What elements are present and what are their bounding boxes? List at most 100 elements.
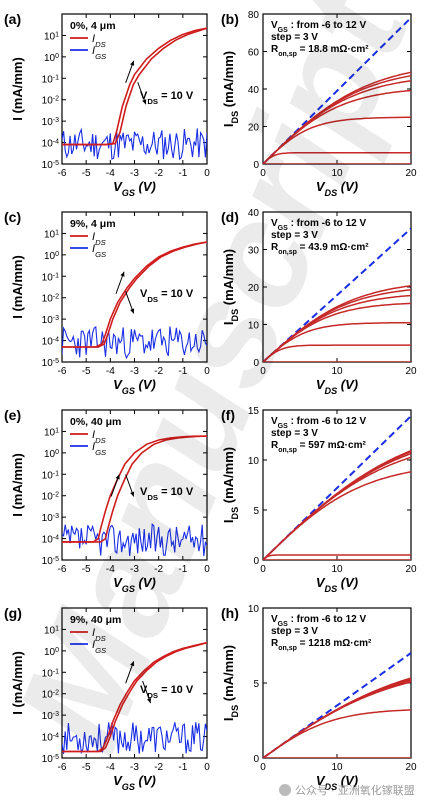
legend-label: IGS bbox=[92, 639, 107, 655]
ideal-line bbox=[263, 652, 411, 758]
x-tick-label: -2 bbox=[154, 168, 163, 179]
y-tick-label: 40 bbox=[248, 85, 260, 96]
y-axis-label: IDS (mA/mm) bbox=[221, 249, 240, 325]
annotation-line: step = 3 V bbox=[271, 32, 318, 43]
x-axis-label: VGS (V) bbox=[113, 773, 156, 792]
y-tick-label: 10 bbox=[248, 321, 260, 332]
y-tick-label: 15 bbox=[248, 406, 260, 417]
y-axis-label: I (mA/mm) bbox=[10, 651, 25, 715]
x-tick-label: -3 bbox=[130, 366, 139, 377]
annotation-line: step = 3 V bbox=[271, 230, 318, 241]
x-tick-label: -6 bbox=[58, 762, 67, 773]
y-tick-label: 101 bbox=[44, 427, 59, 439]
sweep-arrow-up bbox=[125, 661, 135, 684]
y-tick-label: 10-4 bbox=[42, 336, 59, 348]
annotation-line: Ron,sp = 597 mΩ·cm² bbox=[271, 440, 366, 454]
y-tick-label: 10-3 bbox=[42, 513, 59, 525]
output-curve-5 bbox=[263, 451, 411, 560]
series-ids-reverse bbox=[62, 241, 207, 348]
y-tick-label: 100 bbox=[44, 250, 59, 262]
sweep-arrow-down bbox=[142, 680, 152, 704]
series-ids-forward bbox=[62, 641, 207, 753]
panel-label: (b) bbox=[221, 11, 239, 27]
y-tick-label: 10 bbox=[248, 456, 260, 467]
x-tick-label: -5 bbox=[82, 366, 91, 377]
y-tick-label: 30 bbox=[248, 246, 260, 257]
output-curve-2 bbox=[263, 471, 411, 560]
y-tick-label: 0 bbox=[253, 160, 259, 171]
series-ids-forward bbox=[62, 27, 207, 146]
annotation-line: Ron,sp = 18.8 mΩ·cm² bbox=[271, 44, 369, 58]
vds-label: VDS = 10 V bbox=[140, 486, 194, 502]
x-tick-label: -5 bbox=[82, 762, 91, 773]
footer: 公众号 · 亚洲氧化镓联盟 bbox=[279, 783, 415, 797]
x-tick-label: 0 bbox=[204, 564, 210, 575]
x-tick-label: 0 bbox=[204, 762, 210, 773]
panel-label: (a) bbox=[4, 11, 21, 27]
legend-label: IDS bbox=[92, 231, 107, 247]
x-tick-label: 10 bbox=[331, 564, 343, 575]
x-tick-label: 0 bbox=[260, 762, 266, 773]
output-curve-1 bbox=[263, 554, 411, 560]
y-axis-label: IDS (mA/mm) bbox=[221, 51, 240, 127]
series-igs bbox=[62, 127, 207, 161]
y-tick-label: 100 bbox=[44, 448, 59, 460]
y-tick-label: 20 bbox=[248, 123, 260, 134]
y-tick-label: 10-4 bbox=[42, 138, 59, 150]
x-tick-label: 0 bbox=[260, 366, 266, 377]
x-axis-label: VDS (V) bbox=[316, 773, 358, 792]
sample-annotation: 0%, 4 μm bbox=[70, 20, 116, 32]
x-tick-label: 10 bbox=[331, 168, 343, 179]
chart-panel-c: -6 -5 -4 -3 -2 -1 0 10-5 10-4 10-3 10-2 10-1 100 101 V… bbox=[4, 209, 210, 396]
x-axis-label: VDS (V) bbox=[316, 179, 358, 198]
y-tick-label: 10-1 bbox=[42, 74, 59, 86]
x-tick-label: 0 bbox=[204, 168, 210, 179]
x-tick-label: -5 bbox=[82, 168, 91, 179]
y-tick-label: 40 bbox=[248, 208, 260, 219]
sample-annotation: 0%, 40 μm bbox=[70, 416, 121, 428]
x-tick-label: -2 bbox=[154, 366, 163, 377]
y-tick-label: 100 bbox=[44, 52, 59, 64]
y-axis-label: IDS (mA/mm) bbox=[221, 447, 240, 523]
annotation-line: step = 3 V bbox=[271, 626, 318, 637]
x-tick-label: -3 bbox=[130, 168, 139, 179]
x-tick-label: 0 bbox=[260, 168, 266, 179]
output-curve-2 bbox=[263, 116, 411, 164]
x-tick-label: -3 bbox=[130, 564, 139, 575]
y-tick-label: 0 bbox=[253, 754, 259, 765]
x-tick-label: -4 bbox=[106, 564, 115, 575]
y-tick-label: 10-5 bbox=[42, 754, 59, 766]
panel-label: (h) bbox=[221, 605, 239, 621]
y-axis-label: IDS (mA/mm) bbox=[221, 645, 240, 721]
y-tick-label: 60 bbox=[248, 48, 260, 59]
x-tick-label: -4 bbox=[106, 366, 115, 377]
x-axis-label: VGS (V) bbox=[113, 377, 156, 396]
x-tick-label: -1 bbox=[178, 366, 187, 377]
y-axis-label: I (mA/mm) bbox=[10, 57, 25, 121]
y-tick-label: 0 bbox=[253, 358, 259, 369]
y-tick-label: 10-2 bbox=[42, 95, 59, 107]
x-tick-label: -4 bbox=[106, 762, 115, 773]
y-tick-label: 5 bbox=[253, 506, 259, 517]
wechat-icon bbox=[279, 784, 291, 796]
output-curve-6 bbox=[263, 677, 411, 758]
panel-label: (c) bbox=[4, 209, 21, 225]
x-tick-label: -5 bbox=[82, 564, 91, 575]
panel-label: (e) bbox=[4, 407, 21, 423]
x-tick-label: 0 bbox=[204, 366, 210, 377]
sweep-arrow-down bbox=[125, 474, 135, 497]
output-curve-1 bbox=[263, 152, 411, 164]
y-tick-label: 10-2 bbox=[42, 689, 59, 701]
y-tick-label: 10-1 bbox=[42, 272, 59, 284]
output-curve-6 bbox=[263, 450, 411, 560]
series-igs bbox=[62, 326, 207, 360]
output-curve-6 bbox=[263, 71, 411, 164]
chart-panel-g: -6 -5 -4 -3 -2 -1 0 10-5 10-4 10-3 10-2 10-1 100 101 V… bbox=[4, 605, 210, 792]
output-curve-3 bbox=[263, 456, 411, 560]
x-tick-label: -6 bbox=[58, 366, 67, 377]
